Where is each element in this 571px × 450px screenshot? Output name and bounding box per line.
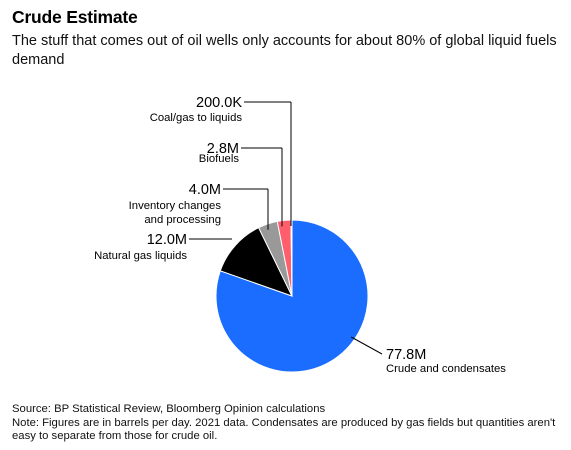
slice-label-natural-gas-liquids: Natural gas liquids [94,250,187,262]
slice-value-coal-gas-to-liquids: 200.0K [196,95,242,111]
chart-title: Crude Estimate [12,7,138,27]
slice-label-biofuels: Biofuels [199,153,240,165]
source-note: Source: BP Statistical Review, Bloomberg… [12,403,326,415]
chart-subtitle: The stuff that comes out of oil wells on… [12,33,557,68]
slice-value-natural-gas-liquids: 12.0M [147,232,187,248]
slice-label-coal-gas-to-liquids: Coal/gas to liquids [150,112,243,124]
footnote: Note: Figures are in barrels per day. 20… [12,416,556,443]
slice-value-biofuels: 2.8M [207,141,239,157]
chart-footer: Source: BP Statistical Review, Bloomberg… [12,403,564,444]
slice-label-inventory-changes-and-processing: Inventory changes and processing [129,200,222,226]
pie-slice-natural-gas-liquids [219,227,293,297]
pie-slices [215,219,369,373]
slice-value-crude-and-condensates: 77.8M [386,347,426,363]
leader-line-crude-and-condensates [350,336,383,355]
leader-lines [189,101,383,355]
slice-value-inventory-changes-and-processing: 4.0M [189,182,221,198]
slice-label-crude-and-condensates: Crude and condensates [386,363,506,375]
